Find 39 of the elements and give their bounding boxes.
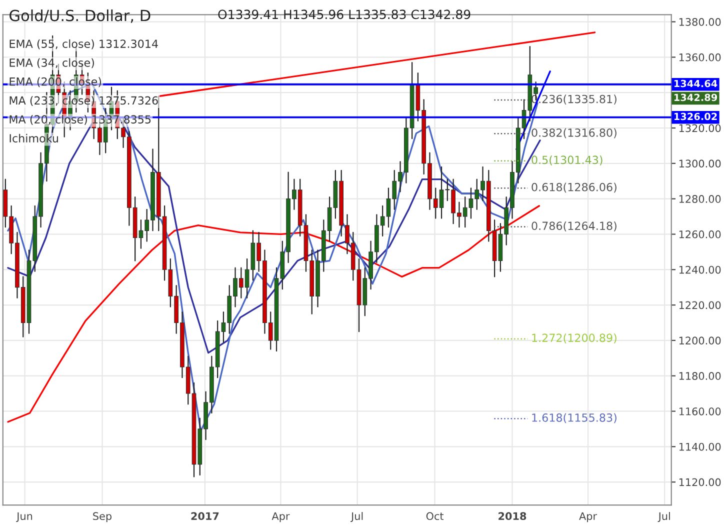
y-tick-label: 1240.00	[679, 266, 721, 274]
annotation: Ichimoku	[10, 134, 58, 142]
x-tick-label: Jun	[16, 512, 32, 522]
x-tick-label: 2017	[191, 512, 219, 520]
y-tick-label: 1140.00	[679, 442, 721, 451]
x-tick-label: Oct	[426, 512, 444, 520]
annotation: EMA (34, close)	[10, 58, 94, 68]
x-tick-label: Jul	[658, 512, 670, 522]
text: 1342.89	[674, 94, 718, 102]
y-tick-label: 1180.00	[679, 372, 721, 380]
annotation: MA (20, close) 1337.8355	[10, 114, 151, 125]
chart-title: Gold/U.S. Dollar, D	[10, 9, 150, 23]
y-tick-label: 1200.00	[679, 336, 721, 345]
annotation: MA (233, close) 1275.7326	[10, 96, 158, 106]
y-tick-label: 1260.00	[679, 230, 721, 238]
ref-line-label: 0.5(1301.43)	[532, 156, 602, 166]
ref-line-label: 1.272(1200.89)	[532, 333, 616, 344]
y-tick-label: 1300.00	[679, 160, 721, 168]
y-tick-label: 1380.00	[679, 18, 721, 26]
y-tick-label: 1320.00	[679, 124, 721, 132]
ref-line-label: 0.382(1316.80)	[532, 128, 616, 138]
ref-line-label: 1344.64	[674, 80, 718, 88]
annotation: O1339.41 H1345.96 L1335.83 C1342.89	[218, 10, 470, 20]
ref-line-label: 0.618(1286.06)	[532, 182, 616, 193]
y-tick-label: 1220.00	[679, 301, 721, 310]
annotation: EMA (200, close)	[10, 77, 102, 88]
x-tick-label: Jul	[350, 512, 363, 522]
y-tick-label: 1360.00	[679, 53, 721, 62]
y-tick-label: 1280.00	[679, 195, 721, 203]
annotation: EMA (55, close) 1312.3014	[10, 39, 158, 50]
x-tick-label: Sep	[93, 512, 112, 522]
ref-line-label: 1326.02	[674, 112, 717, 120]
y-tick-label: 1160.00	[679, 407, 721, 416]
ref-line-label: 1.618(1155.83)	[532, 413, 616, 424]
x-tick-label: 2018	[498, 512, 526, 520]
x-tick-label: Apr	[579, 512, 598, 522]
x-tick-label: Apr	[272, 512, 290, 522]
ref-line-label: 0.786(1264.18)	[532, 221, 616, 232]
y-tick-label: 1120.00	[679, 478, 721, 486]
